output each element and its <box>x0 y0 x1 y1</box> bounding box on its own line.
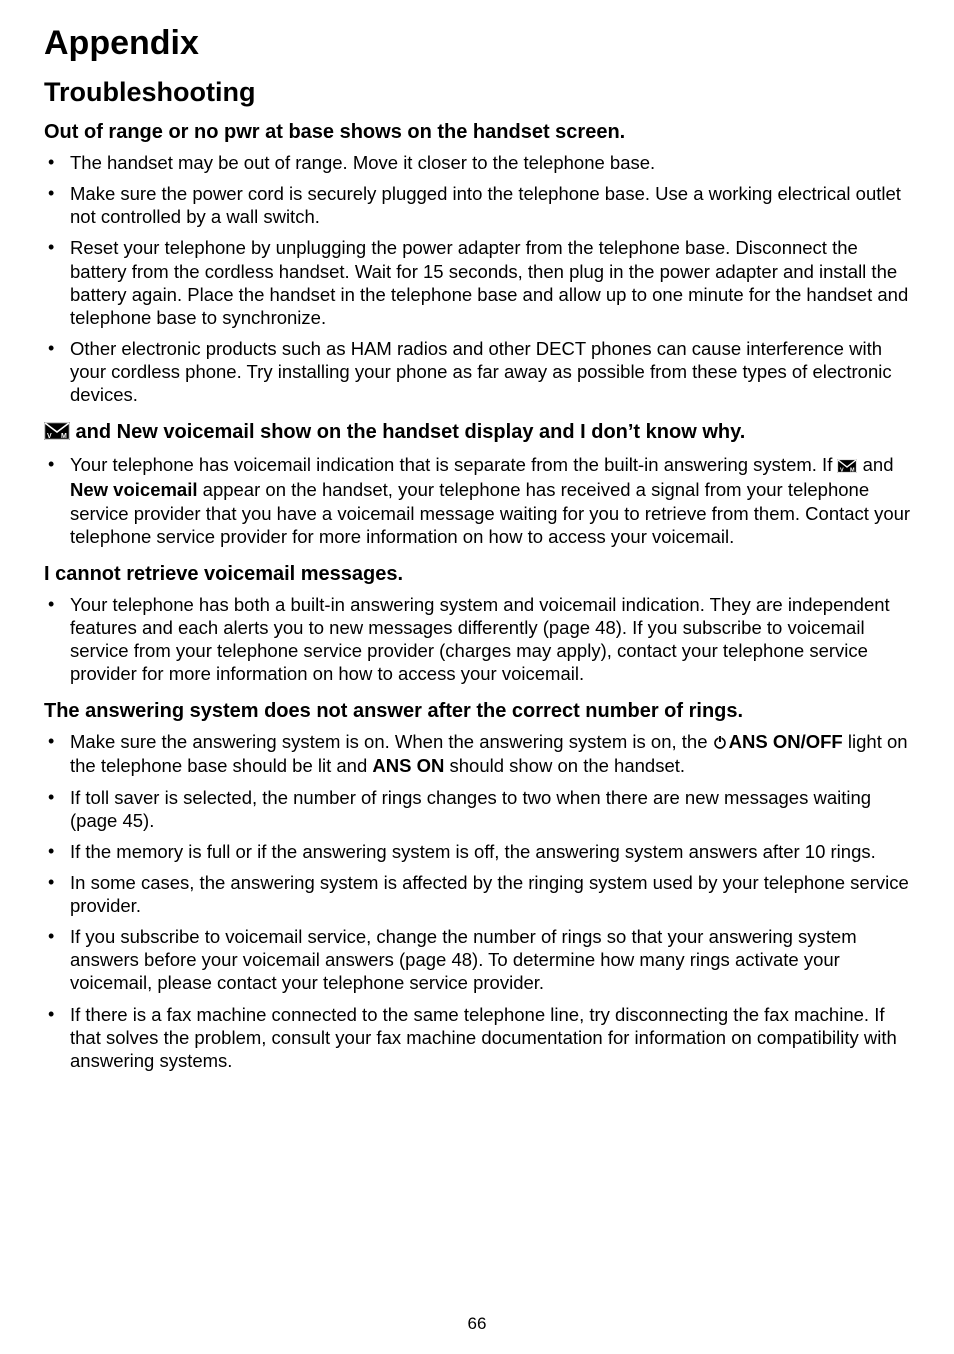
list-item: If the memory is full or if the answerin… <box>44 840 916 863</box>
subheading: The answering system does not answer aft… <box>44 699 916 724</box>
page-title: Appendix <box>44 24 916 63</box>
list-item: In some cases, the answering system is a… <box>44 871 916 917</box>
subheading: I cannot retrieve voicemail messages. <box>44 562 916 587</box>
list-item: Make sure the answering system is on. Wh… <box>44 730 916 777</box>
subheading-text: and New voicemail show on the handset di… <box>70 421 745 443</box>
bold-text: ANS ON <box>372 755 444 776</box>
content: Out of range or no pwr at base shows on … <box>44 120 916 1072</box>
voicemail-envelope-icon: VM <box>44 422 70 447</box>
svg-text:M: M <box>850 468 855 474</box>
list-item: Other electronic products such as HAM ra… <box>44 337 916 406</box>
page-number: 66 <box>0 1314 954 1334</box>
subheading: VM and New voicemail show on the handset… <box>44 420 916 447</box>
list-item: Make sure the power cord is securely plu… <box>44 182 916 228</box>
bold-text: New voicemail <box>70 479 198 500</box>
list-item: Reset your telephone by unplugging the p… <box>44 236 916 329</box>
section-title: Troubleshooting <box>44 77 916 108</box>
list-item: If toll saver is selected, the number of… <box>44 786 916 832</box>
svg-text:M: M <box>61 433 67 440</box>
subheading: Out of range or no pwr at base shows on … <box>44 120 916 145</box>
power-icon <box>713 731 727 754</box>
voicemail-envelope-icon: VM <box>837 455 857 478</box>
svg-text:V: V <box>840 468 844 474</box>
bullet-list: Your telephone has both a built-in answe… <box>44 593 916 686</box>
bullet-list: The handset may be out of range. Move it… <box>44 151 916 406</box>
bullet-list: Your telephone has voicemail indication … <box>44 453 916 548</box>
bold-text: ANS ON/OFF <box>729 731 843 752</box>
list-item: If you subscribe to voicemail service, c… <box>44 925 916 994</box>
page: Appendix Troubleshooting Out of range or… <box>0 0 954 1354</box>
list-item: Your telephone has voicemail indication … <box>44 453 916 548</box>
list-item: Your telephone has both a built-in answe… <box>44 593 916 686</box>
list-item: The handset may be out of range. Move it… <box>44 151 916 174</box>
svg-text:V: V <box>47 433 52 440</box>
list-item: If there is a fax machine connected to t… <box>44 1003 916 1072</box>
bullet-list: Make sure the answering system is on. Wh… <box>44 730 916 1072</box>
